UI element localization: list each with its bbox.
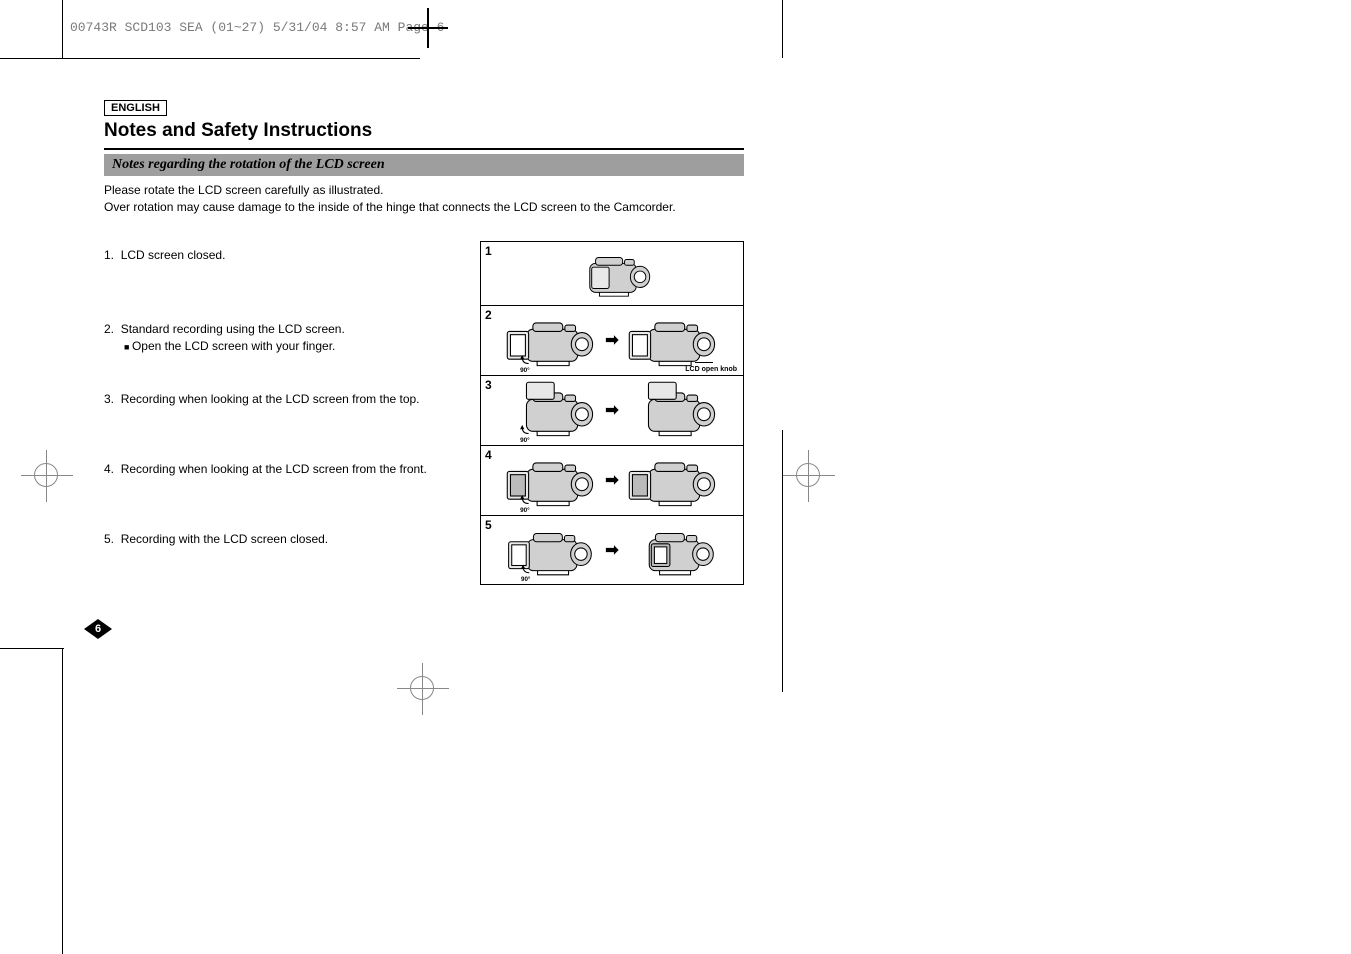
svg-text:90°: 90°: [521, 576, 531, 581]
step-5-text: Recording with the LCD screen closed.: [121, 532, 328, 546]
diagram-row-number: 4: [485, 448, 492, 462]
lcd-open-knob-label: LCD open knob: [685, 366, 737, 373]
svg-text:90°: 90°: [520, 366, 530, 372]
crop-line-bottom: [0, 648, 64, 649]
step-2: 2. Standard recording using the LCD scre…: [104, 321, 464, 355]
leader-line: [695, 362, 713, 363]
step-1: 1. LCD screen closed.: [104, 247, 464, 264]
camcorder-icon: 90°: [501, 519, 601, 581]
language-badge: ENGLISH: [104, 100, 167, 116]
step-5-num: 5.: [104, 532, 114, 546]
diagram-row-number: 5: [485, 518, 492, 532]
step-2-sub: Open the LCD screen with your finger.: [124, 338, 464, 355]
arrow-icon: ➡: [605, 540, 618, 560]
section-heading: Notes regarding the rotation of the LCD …: [104, 154, 744, 176]
diagram-row-2: 2 90° ➡ LCD open knob: [481, 306, 743, 376]
page-body: ENGLISH Notes and Safety Instructions No…: [104, 98, 744, 601]
camcorder-icon: [623, 378, 723, 442]
arrow-icon: ➡: [605, 400, 618, 420]
registration-circle-left: [34, 463, 58, 487]
camcorder-icon: 90°: [501, 448, 601, 512]
svg-text:90°: 90°: [520, 436, 530, 442]
step-4-num: 4.: [104, 462, 114, 476]
arrow-icon: ➡: [605, 330, 618, 350]
registration-circle-bottom: [410, 676, 434, 700]
title-rule: [104, 148, 744, 150]
intro-line-1: Please rotate the LCD screen carefully a…: [104, 183, 383, 197]
arrow-icon: ➡: [605, 470, 618, 490]
diagram-row-1: 1: [481, 242, 743, 306]
camcorder-icon: [623, 519, 723, 581]
crop-line-bottom-right-v: [782, 430, 783, 692]
diagram-row-number: 3: [485, 378, 492, 392]
crop-line-bottom-left-v: [62, 648, 63, 954]
step-2-num: 2.: [104, 322, 114, 336]
diagram-row-5: 5 90° ➡: [481, 516, 743, 584]
diagram-row-3: 3 90° ➡: [481, 376, 743, 446]
step-4-text: Recording when looking at the LCD screen…: [121, 462, 427, 476]
diagram-row-number: 2: [485, 308, 492, 322]
crop-line-top-right-v: [782, 0, 783, 58]
step-3: 3. Recording when looking at the LCD scr…: [104, 391, 464, 408]
camcorder-icon: [623, 448, 723, 512]
intro-line-2: Over rotation may cause damage to the in…: [104, 200, 676, 214]
registration-circle-right: [796, 463, 820, 487]
page-number-badge: 6: [84, 619, 112, 639]
intro-paragraph: Please rotate the LCD screen carefully a…: [104, 182, 744, 217]
diagram-row-number: 1: [485, 244, 492, 258]
step-4: 4. Recording when looking at the LCD scr…: [104, 461, 464, 478]
diagram-row-4: 4 90° ➡: [481, 446, 743, 516]
registration-mark-top: [418, 18, 438, 38]
page-title: Notes and Safety Instructions: [104, 120, 744, 142]
lcd-diagram: 1 2 90° ➡: [480, 241, 744, 585]
step-3-num: 3.: [104, 392, 114, 406]
camcorder-icon: 90°: [501, 308, 601, 372]
step-5: 5. Recording with the LCD screen closed.: [104, 531, 464, 548]
camcorder-icon: [557, 244, 667, 302]
step-1-num: 1.: [104, 248, 114, 262]
print-header-slug: 00743R SCD103 SEA (01~27) 5/31/04 8:57 A…: [70, 20, 444, 35]
step-2-text: Standard recording using the LCD screen.: [121, 322, 345, 336]
svg-text:90°: 90°: [520, 506, 530, 512]
crop-line-top: [0, 58, 420, 59]
steps-area: 1. LCD screen closed. 2. Standard record…: [104, 241, 744, 601]
crop-line-top-left-v: [62, 0, 63, 58]
step-1-text: LCD screen closed.: [121, 248, 226, 262]
step-3-text: Recording when looking at the LCD screen…: [121, 392, 420, 406]
camcorder-icon: 90°: [501, 378, 601, 442]
